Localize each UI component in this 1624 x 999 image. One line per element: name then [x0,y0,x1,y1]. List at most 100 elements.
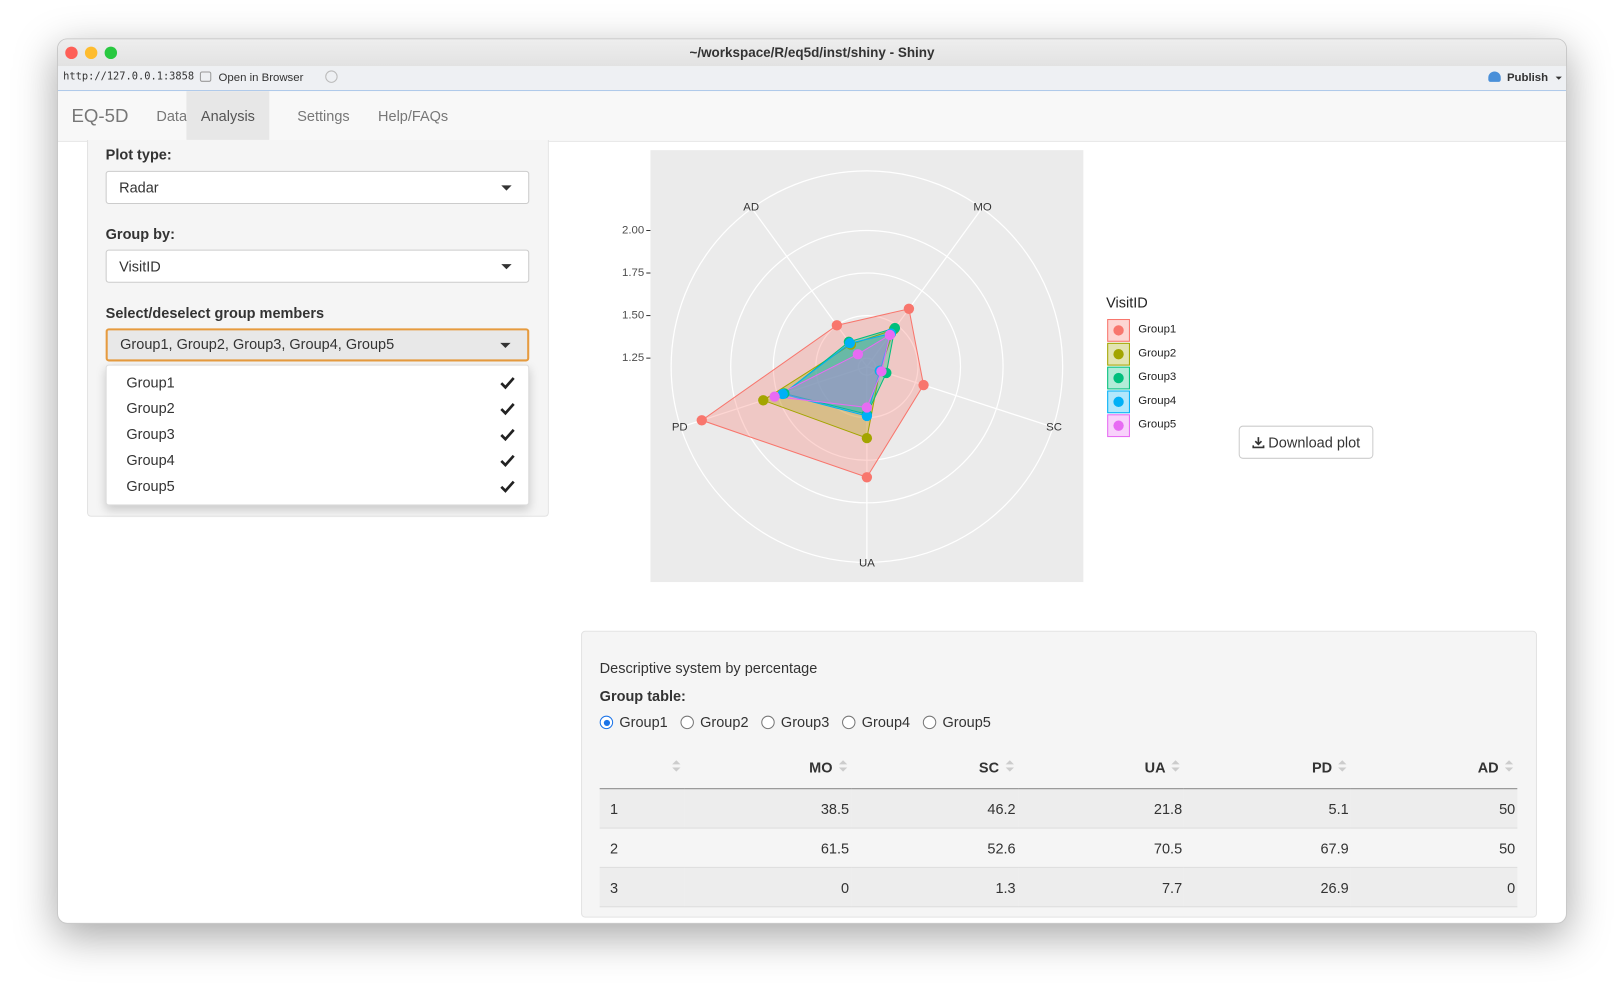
legend-dot [1113,420,1124,431]
radio-label[interactable]: Group1 [619,713,668,731]
legend-label: Group5 [1138,418,1177,431]
table-cell: 38.5 [684,788,852,829]
refresh-icon[interactable] [325,70,338,83]
y-tick-label: 1.25 [622,352,644,364]
publish-caret[interactable] [1555,76,1562,80]
toolbar: http://127.0.0.1:3858 Open in Browser Pu… [57,66,1566,92]
table-cell: 5.1 [1184,788,1351,829]
member-option[interactable]: Group5 [126,477,175,495]
open-in-browser[interactable]: Open in Browser [218,71,304,84]
download-label: Download plot [1268,433,1361,451]
url[interactable]: http://127.0.0.1:3858 [63,71,195,83]
brand[interactable]: EQ-5D [71,105,129,127]
table-cell: 1 [599,788,685,829]
radio-label[interactable]: Group2 [700,713,749,731]
radio-button[interactable] [922,715,937,730]
radio-button[interactable] [761,715,775,730]
legend-label: Group1 [1138,323,1177,336]
legend-dot [1113,372,1124,384]
table-cell: 26.9 [1184,867,1351,908]
data-point [831,320,843,331]
table-cell: 46.2 [851,788,1018,829]
data-point [861,402,873,413]
minimize-button[interactable] [84,46,98,60]
axis-label: MO [973,201,991,213]
members-value: Group1, Group2, Group3, Group4, Group5 [120,335,395,353]
legend-label: Group3 [1138,370,1177,384]
nav-tab[interactable]: Help/FAQs [378,107,449,125]
legend-key [1107,414,1130,438]
radio-button[interactable] [680,715,694,730]
header-row: MO SC UA PD AD [599,745,1518,790]
legend-key [1107,318,1130,342]
nav-tab[interactable]: Data [156,107,188,125]
data-point [861,432,873,444]
publish-button[interactable]: Publish [1506,71,1549,84]
table-cell: 3 [599,867,685,908]
column-header[interactable]: PD [1184,745,1351,790]
member-option[interactable]: Group2 [126,399,175,417]
data-point [918,379,929,391]
spoke [866,366,1054,428]
members-dropdown: Group1 Group2 Group3 Group4 Group5 [105,364,530,506]
member-option[interactable]: Group3 [126,425,175,443]
column-header[interactable]: SC [851,745,1018,790]
axis-label: PD [672,421,688,433]
close-button[interactable] [65,46,78,60]
member-option[interactable]: Group4 [126,451,175,469]
table-cell: 52.6 [851,828,1018,868]
data-point [876,366,887,377]
plot-type-select[interactable]: Radar [105,170,530,205]
check-icon [500,480,515,493]
axis-label: AD [743,201,759,213]
y-tick-label: 2.00 [622,224,644,236]
column-header[interactable]: AD [1350,745,1518,790]
zoom-button[interactable] [104,46,118,60]
data-point [903,303,915,314]
y-tick-label: 1.75 [622,267,644,279]
table-cell: 1.3 [851,867,1018,908]
table-row: 2 61.5 52.6 70.5 67.9 50 [599,828,1518,868]
spoke [866,207,983,368]
data-point [884,329,896,341]
data-table: MO SC UA PD AD 1 38.5 46.2 21.8 5.1 50 2 61.5 52.6 70… [599,745,1518,908]
column-header[interactable]: MO [684,745,852,790]
table-cell: 2 [599,828,685,868]
download-icon [1252,437,1265,449]
member-option[interactable]: Group1 [126,373,175,391]
legend-key [1107,390,1130,414]
radio-label[interactable]: Group4 [861,713,911,731]
legend-dot [1113,325,1124,336]
members-select[interactable]: Group1, Group2, Group3, Group4, Group5 [105,328,530,362]
publish-icon [1488,71,1501,82]
table-body: 1 38.5 46.2 21.8 5.1 50 2 61.5 52.6 70.5 67.9 50 3 0 1… [599,788,1518,908]
group-table-label: Group table: [599,687,686,705]
table-cell: 61.5 [684,828,852,868]
table-cell: 50 [1350,828,1518,868]
members-label: Select/deselect group members [105,304,325,322]
y-tick-label: 1.50 [622,310,644,322]
radio-label[interactable]: Group3 [780,713,830,731]
download-button[interactable]: Download plot [1238,425,1374,459]
check-icon [500,454,515,467]
legend-title: VisitID [1106,294,1148,311]
radio-button[interactable] [842,715,856,730]
radio-dot [603,719,610,726]
radio-group: Group1 Group2 Group3 Group4 Group5 [599,713,1118,734]
table-row: 1 38.5 46.2 21.8 5.1 50 [599,788,1518,829]
group-by-select[interactable]: VisitID [105,249,530,283]
plot-type-value: Radar [119,179,159,196]
radio-label[interactable]: Group5 [942,713,991,731]
table-cell: 0 [684,867,852,908]
axis-label: UA [859,557,875,569]
check-icon [500,403,515,416]
check-icon [500,428,515,442]
table-cell: 7.7 [1017,867,1185,908]
radio-button[interactable] [599,715,614,730]
plot-type-label: Plot type: [105,146,172,163]
window-title: ~/workspace/R/eq5d/inst/shiny - Shiny [689,44,935,61]
column-header[interactable]: UA [1017,745,1185,790]
data-point [696,415,707,426]
nav-tab[interactable]: Settings [297,107,350,125]
nav-tab[interactable]: Analysis [186,91,270,141]
